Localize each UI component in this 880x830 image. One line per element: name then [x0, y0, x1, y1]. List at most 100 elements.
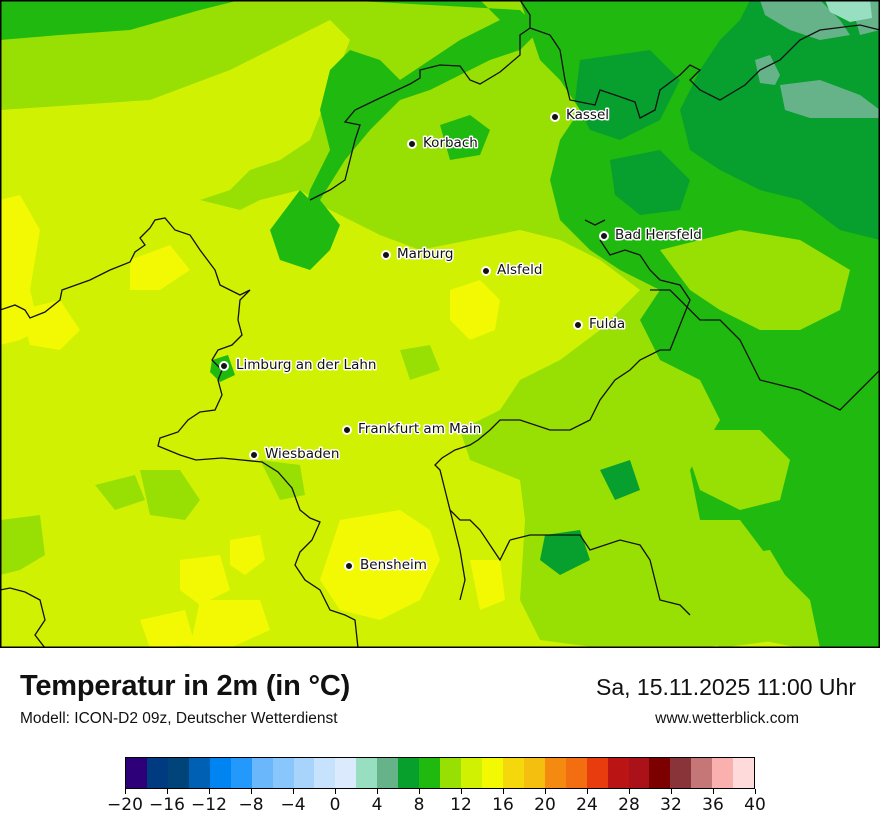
city-alsfeld[interactable]: Alsfeld: [481, 261, 544, 280]
chart-title: Temperatur in 2m (in °C): [20, 670, 351, 702]
colorbar-tick-label: 16: [492, 795, 514, 815]
colorbar-segment: [293, 758, 315, 788]
svg-text:Limburg an der Lahn: Limburg an der Lahn: [236, 357, 376, 373]
colorbar-tick-label: −4: [280, 795, 306, 815]
temp-zone-14-16: [20, 300, 80, 350]
temp-zone-14-16: [320, 510, 440, 620]
colorbar-segment: [544, 758, 566, 788]
colorbar-segment: [356, 758, 378, 788]
temp-zone-10-12-patch: [400, 345, 440, 380]
colorbar-tick-label: −16: [149, 795, 185, 815]
temp-zone-6-8: [540, 530, 590, 575]
model-source: Modell: ICON-D2 09z, Deutscher Wetterdie…: [20, 710, 338, 727]
colorbar-segment: [126, 758, 147, 788]
colorbar-tick-label: 20: [534, 795, 556, 815]
colorbar-tick: [419, 789, 420, 794]
colorbar-segment: [146, 758, 168, 788]
temp-zone-4-6: [780, 80, 880, 118]
temp-zone-10-12-patch: [660, 230, 850, 330]
colorbar-tick: [293, 789, 294, 794]
colorbar-segment: [251, 758, 273, 788]
colorbar-segment: [733, 758, 755, 788]
colorbar-tick: [335, 789, 336, 794]
city-bensheim[interactable]: Bensheim: [344, 556, 428, 575]
colorbar-tick: [713, 789, 714, 794]
city-marburg[interactable]: Marburg: [381, 245, 455, 264]
temp-zone-6-8: [680, 0, 880, 240]
colorbar-tick-label: −20: [107, 795, 143, 815]
colorbar-tick: [629, 789, 630, 794]
svg-text:Korbach: Korbach: [423, 135, 478, 151]
colorbar-ticks: −20 −16 −12 −8 −4 0 4 8 12 16 20 24 28 32 36 40: [107, 789, 766, 829]
temp-zone-10-12-patch: [690, 550, 800, 648]
colorbar-tick: [755, 789, 756, 794]
colorbar-tick-label: −8: [238, 795, 264, 815]
svg-text:Kassel: Kassel: [566, 107, 609, 123]
valid-datetime: Sa, 15.11.2025 11:00 Uhr: [595, 674, 856, 700]
colorbar-tick-label: 4: [371, 795, 383, 815]
colorbar-segment: [586, 758, 608, 788]
temp-zone-14-16: [180, 555, 230, 605]
temp-zone-14-16: [130, 245, 190, 290]
colorbar-tick-label: 0: [329, 795, 341, 815]
temperature-map: Kassel Korbach Bad Hersfeld Marburg Alsf…: [0, 0, 880, 648]
svg-text:Alsfeld: Alsfeld: [497, 262, 542, 278]
svg-text:Bensheim: Bensheim: [360, 557, 427, 573]
temp-zone-14-16: [230, 535, 265, 575]
colorbar-segment: [565, 758, 587, 788]
colorbar-segment: [335, 758, 357, 788]
colorbar-segment: [398, 758, 420, 788]
colorbar-segment: [523, 758, 545, 788]
temp-zone-8-10: [270, 190, 330, 270]
colorbar-segment: [272, 758, 294, 788]
city-limburg[interactable]: Limburg an der Lahn: [219, 356, 378, 375]
colorbar-segment: [230, 758, 252, 788]
temp-zone-10-12-patch: [0, 515, 45, 575]
colorbar-tick: [587, 789, 588, 794]
temp-zone-10-12-patch: [260, 460, 305, 500]
colorbar-segment: [649, 758, 671, 788]
colorbar-segment: [461, 758, 482, 788]
svg-text:Frankfurt am Main: Frankfurt am Main: [358, 421, 481, 437]
state-borders: [0, 0, 880, 648]
colorbar-segment: [419, 758, 441, 788]
temp-zone-10-12-patch: [95, 475, 145, 510]
city-korbach[interactable]: Korbach: [407, 134, 479, 153]
svg-text:Marburg: Marburg: [397, 246, 453, 262]
temp-zone-8-10: [300, 0, 540, 250]
city-fulda[interactable]: Fulda: [573, 315, 627, 334]
colorbar-tick-label: 12: [450, 795, 472, 815]
colorbar-tick: [125, 789, 126, 794]
colorbar-tick: [167, 789, 168, 794]
temp-zone-14-16: [450, 280, 500, 340]
colorbar-tick-label: 8: [413, 795, 425, 815]
colorbar-segment: [670, 758, 692, 788]
city-bad-hersfeld[interactable]: Bad Hersfeld: [599, 226, 703, 245]
city-markers: Kassel Korbach Bad Hersfeld Marburg Alsf…: [219, 106, 703, 575]
colorbar-tick-label: 36: [702, 795, 724, 815]
temp-zone-12-14-patch: [0, 20, 350, 200]
temperature-colorbar: [125, 757, 755, 789]
temp-zone-14-16: [190, 600, 270, 648]
city-kassel[interactable]: Kassel: [550, 106, 611, 125]
colorbar-segment: [209, 758, 231, 788]
colorbar-segment: [691, 758, 713, 788]
temp-zone-4-6: [760, 0, 850, 40]
temp-zone-2-4: [825, 0, 872, 22]
colorbar-segment: [188, 758, 210, 788]
temp-zone-6-8: [575, 50, 680, 140]
city-frankfurt[interactable]: Frankfurt am Main: [342, 420, 483, 439]
colorbar-tick: [545, 789, 546, 794]
colorbar-segment: [440, 758, 461, 788]
temp-zone-10-12-patch: [680, 430, 790, 510]
colorbar-tick: [251, 789, 252, 794]
colorbar-tick-label: 24: [576, 795, 598, 815]
colorbar-tick: [503, 789, 504, 794]
colorbar-tick-label: −12: [191, 795, 227, 815]
svg-text:Fulda: Fulda: [589, 316, 625, 332]
colorbar-tick: [671, 789, 672, 794]
temp-zone-8-10: [440, 115, 490, 160]
city-wiesbaden[interactable]: Wiesbaden: [249, 445, 341, 464]
website-link[interactable]: www.wetterblick.com: [655, 710, 799, 727]
colorbar-tick: [377, 789, 378, 794]
